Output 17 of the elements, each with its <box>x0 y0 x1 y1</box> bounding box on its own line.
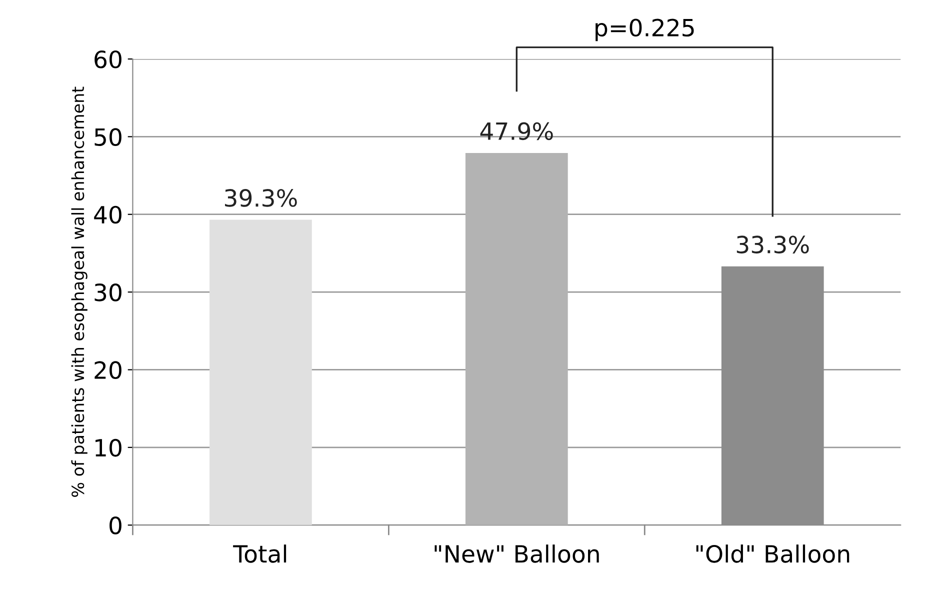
text: p=0.225 <box>596 18 694 42</box>
y-tick-label: 20 <box>94 361 122 380</box>
data-label: 33.3% <box>736 236 809 254</box>
y-axis-title: % of patients with esophageal wall enhancement <box>71 86 88 497</box>
y-tick-label: 30 <box>94 283 122 302</box>
bar <box>210 220 312 526</box>
x-tick-label: "Old" Balloon <box>696 544 850 563</box>
y-tick-label: 10 <box>96 438 122 457</box>
data-label: 47.9% <box>480 122 553 140</box>
bar <box>465 152 568 526</box>
y-tick-label: 50 <box>94 128 122 146</box>
x-tick-label: Total <box>233 544 286 563</box>
y-tick-label: 40 <box>94 206 122 224</box>
y-tick-label: 60 <box>94 50 122 68</box>
data-label: 39.3% <box>224 189 297 207</box>
x-tick-label: "New" Balloon <box>434 544 599 563</box>
y-tick-label: 0 <box>110 516 122 534</box>
